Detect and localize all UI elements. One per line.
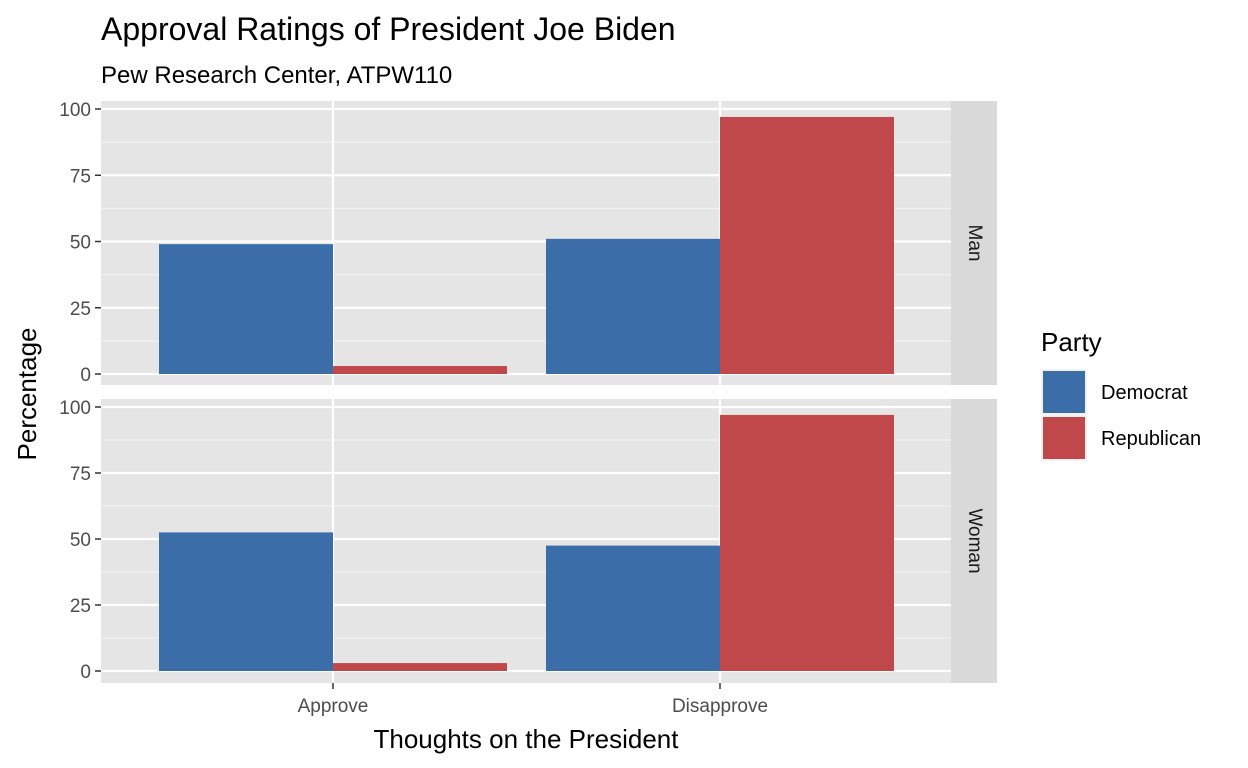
x-tick-label: Disapprove — [672, 696, 768, 717]
facet-strip-label: Man — [964, 225, 985, 262]
legend-label-republican: Republican — [1101, 428, 1201, 450]
legend: Party Democrat Republican — [1041, 327, 1201, 461]
y-tick-label: 0 — [80, 365, 91, 386]
legend-swatch-democrat — [1043, 371, 1085, 413]
legend-label-democrat: Democrat — [1101, 382, 1188, 404]
y-tick-label: 25 — [70, 596, 91, 617]
bar-man-republican-approve — [333, 366, 507, 374]
facet-panel-woman: 0 25 50 75 100 Woman — [59, 398, 997, 683]
chart-subtitle: Pew Research Center, ATPW110 — [101, 62, 452, 89]
y-tick-label: 100 — [59, 100, 91, 121]
x-tick-label: Approve — [298, 696, 369, 717]
facet-strip — [951, 399, 997, 683]
facet-strip — [951, 101, 997, 385]
y-tick-label: 50 — [70, 233, 91, 254]
bar-woman-republican-disapprove — [720, 414, 894, 671]
bar-woman-democrat-approve — [159, 532, 333, 671]
facet-panels: 0 25 50 75 100 Man 0 25 50 75 100 Woman — [59, 100, 997, 683]
bar-woman-democrat-disapprove — [546, 545, 720, 671]
facet-strip-label: Woman — [964, 508, 985, 573]
y-tick-label: 50 — [70, 530, 91, 551]
x-axis: Approve Disapprove — [298, 683, 768, 717]
y-tick-label: 100 — [59, 398, 91, 419]
bar-man-democrat-approve — [159, 244, 333, 374]
legend-swatch-republican — [1043, 417, 1085, 459]
y-tick-label: 75 — [70, 464, 91, 485]
bar-woman-republican-approve — [333, 663, 507, 671]
y-tick-label: 75 — [70, 166, 91, 187]
facet-panel-man: 0 25 50 75 100 Man — [59, 100, 997, 386]
chart-title: Approval Ratings of President Joe Biden — [101, 11, 676, 47]
y-axis-title: Percentage — [12, 328, 42, 461]
legend-title: Party — [1041, 327, 1102, 357]
bar-man-democrat-disapprove — [546, 238, 720, 374]
y-tick-label: 25 — [70, 299, 91, 320]
x-axis-title: Thoughts on the President — [374, 724, 680, 754]
y-tick-label: 0 — [80, 662, 91, 683]
bar-man-republican-disapprove — [720, 116, 894, 374]
